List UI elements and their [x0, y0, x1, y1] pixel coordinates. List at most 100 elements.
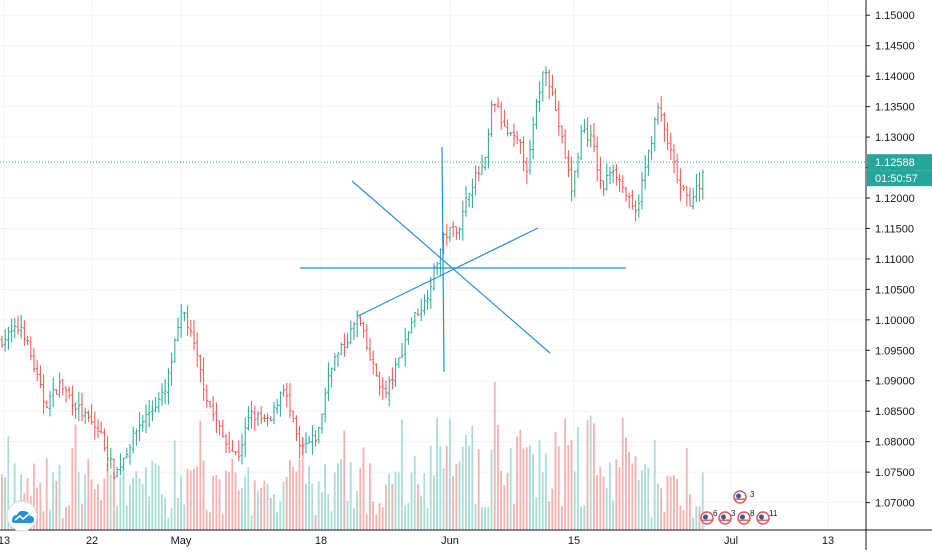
ohlc-bar	[51, 377, 55, 408]
ohlc-bar	[653, 116, 657, 152]
volume-bar	[532, 454, 534, 530]
drawing-trend-line-up[interactable]	[357, 227, 539, 317]
ohlc-bar	[624, 186, 628, 202]
volume-bar	[385, 484, 387, 530]
volume-bar	[493, 381, 496, 530]
ohlc-bar	[669, 132, 673, 161]
ohlc-bar	[183, 312, 186, 322]
ohlc-bar	[346, 332, 349, 349]
ohlc-bar	[307, 435, 311, 444]
ohlc-bar	[634, 200, 637, 222]
ohlc-bar	[627, 193, 631, 209]
ohlc-bar	[285, 382, 289, 408]
volume-bar	[234, 472, 237, 530]
ohlc-bar	[602, 180, 605, 196]
ohlc-bar	[83, 407, 87, 425]
ohlc-bar	[458, 226, 461, 241]
volume-bar	[343, 430, 346, 530]
ohlc-bar	[551, 74, 554, 96]
volume-bar	[90, 479, 93, 530]
current-price-label: 1.12588	[875, 157, 915, 169]
ohlc-bar	[7, 326, 10, 350]
ohlc-bar	[221, 419, 225, 438]
volume-bar	[362, 447, 365, 530]
volume-bar	[676, 479, 678, 530]
ohlc-bar	[160, 383, 164, 406]
ohlc-bar	[538, 81, 541, 112]
ohlc-bar	[519, 139, 522, 154]
volume-bar	[189, 470, 192, 530]
volume-bar	[279, 501, 282, 530]
event-count: 6	[713, 509, 718, 518]
volume-bar	[506, 472, 509, 530]
volume-bar	[55, 480, 58, 530]
volume-bar	[452, 476, 454, 530]
event-flag-us-icon[interactable]	[733, 490, 747, 504]
volume-bar	[669, 476, 672, 530]
ohlc-bar	[272, 401, 276, 425]
volume-bar	[615, 459, 618, 530]
volume-bar	[401, 419, 403, 530]
ohlc-bar	[131, 426, 135, 454]
ohlc-bar	[323, 387, 327, 423]
volume-bar	[164, 497, 166, 530]
volume-bar	[7, 436, 10, 530]
ohlc-bar	[311, 425, 314, 455]
ohlc-bar	[93, 411, 97, 440]
volume-bar	[701, 472, 704, 530]
ohlc-bar	[586, 117, 589, 147]
volume-bar	[308, 466, 310, 530]
ohlc-bar	[231, 439, 234, 452]
volume-bar	[228, 471, 230, 530]
ohlc-bar	[471, 178, 474, 209]
ohlc-bar	[253, 405, 257, 431]
volume-bar	[609, 462, 611, 530]
drawing-trend-line-down[interactable]	[351, 180, 551, 354]
volume-bar	[477, 449, 480, 530]
ohlc-bar	[403, 327, 407, 367]
ohlc-bar	[71, 385, 74, 416]
volume-bar	[285, 476, 288, 530]
event-flag-icon[interactable]	[718, 511, 732, 525]
ohlc-bar	[35, 360, 39, 382]
y-tick-label: 1.14500	[875, 41, 915, 53]
x-tick-label: Jun	[441, 535, 459, 547]
ohlc-bar	[419, 298, 423, 322]
volume-bar	[522, 448, 525, 530]
volume-bar	[327, 493, 330, 530]
volume-bar	[618, 467, 621, 530]
volume-bar	[186, 469, 189, 530]
event-flag-icon[interactable]	[756, 511, 770, 525]
ohlc-bar	[397, 357, 401, 368]
ohlc-bar	[90, 404, 93, 425]
volume-bar	[209, 512, 211, 530]
volume-bar	[605, 488, 608, 530]
tradingview-logo[interactable]	[6, 500, 38, 532]
volume-bar	[529, 445, 531, 530]
ohlc-bar	[119, 453, 122, 476]
economic-events[interactable]: 3 6 3 8 11	[700, 490, 778, 525]
event-flag-icon[interactable]	[700, 511, 714, 525]
ohlc-bar	[477, 165, 481, 182]
volume-bar	[679, 505, 682, 530]
ohlc-bar	[304, 432, 308, 454]
ohlc-bar	[141, 414, 145, 432]
volume-bar	[106, 463, 109, 530]
volume-bar	[167, 517, 170, 530]
volume-bar	[13, 463, 16, 530]
volume-bar	[295, 471, 298, 530]
event-flag-icon[interactable]	[737, 511, 751, 525]
volume-bar	[407, 503, 410, 530]
volume-bar	[663, 511, 666, 530]
volume-bar	[215, 475, 218, 530]
ohlc-bar	[291, 410, 295, 423]
volume-bar	[372, 501, 374, 530]
volume-bar	[241, 488, 243, 530]
ohlc-bar	[192, 320, 196, 351]
drawing-tools[interactable]	[300, 146, 626, 373]
ohlc-bar	[295, 415, 298, 442]
volume-bar	[61, 517, 64, 530]
